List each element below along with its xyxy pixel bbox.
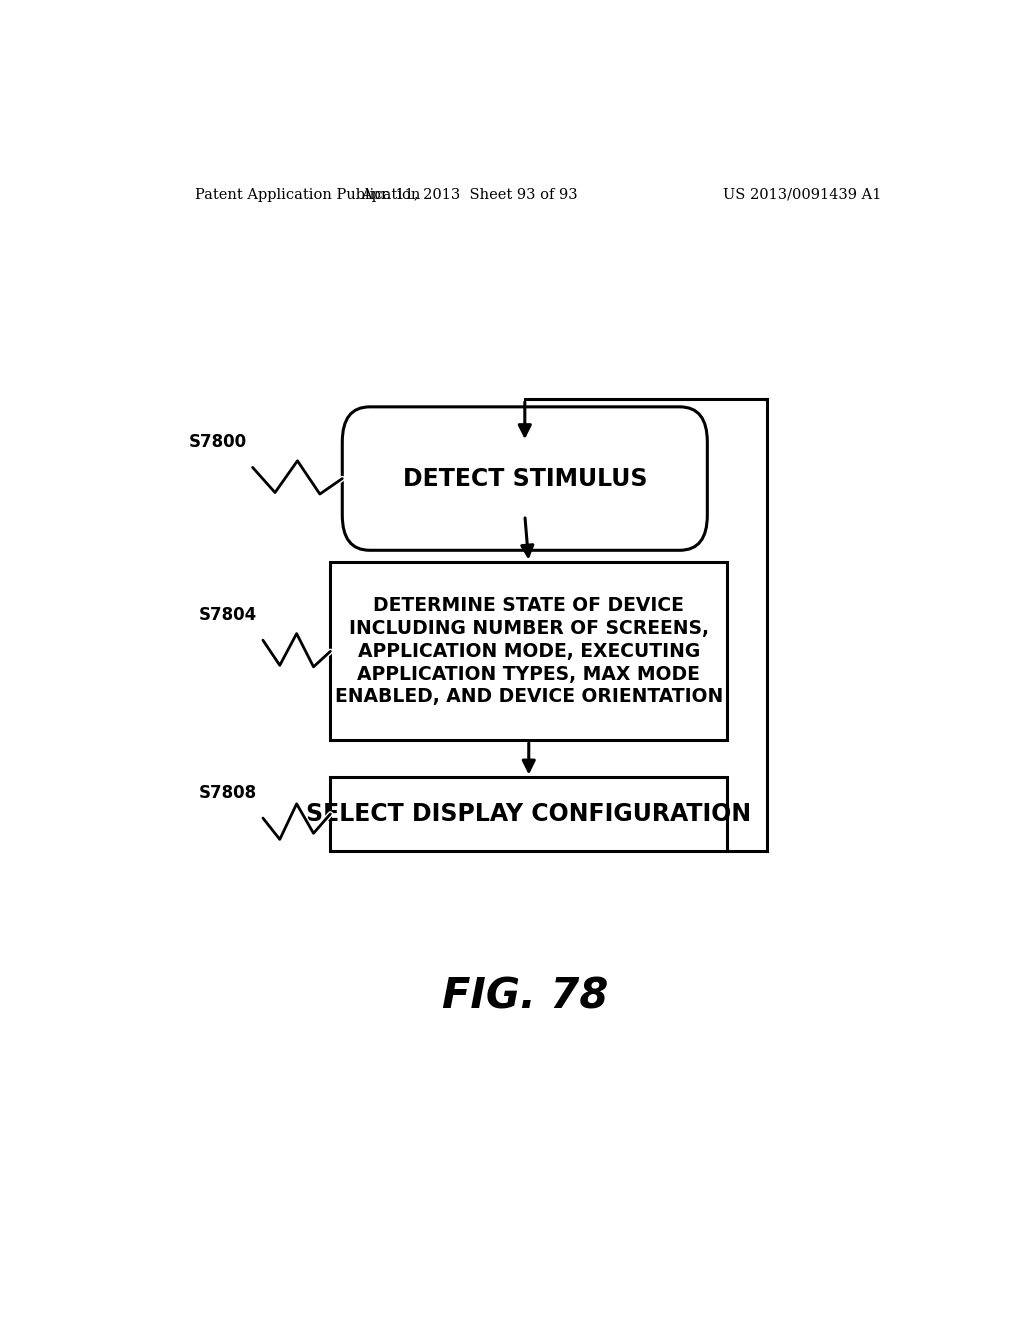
Text: S7804: S7804: [199, 606, 257, 624]
Text: DETERMINE STATE OF DEVICE
INCLUDING NUMBER OF SCREENS,
APPLICATION MODE, EXECUTI: DETERMINE STATE OF DEVICE INCLUDING NUMB…: [335, 597, 723, 706]
Text: SELECT DISPLAY CONFIGURATION: SELECT DISPLAY CONFIGURATION: [306, 803, 752, 826]
Bar: [331, 777, 727, 850]
Text: FIG. 78: FIG. 78: [441, 975, 608, 1018]
Text: S7808: S7808: [200, 784, 257, 801]
Text: S7800: S7800: [188, 433, 247, 451]
Bar: [331, 562, 727, 741]
Text: DETECT STIMULUS: DETECT STIMULUS: [402, 466, 647, 491]
Text: US 2013/0091439 A1: US 2013/0091439 A1: [723, 187, 882, 202]
Text: Patent Application Publication: Patent Application Publication: [196, 187, 421, 202]
FancyBboxPatch shape: [342, 407, 708, 550]
Text: Apr. 11, 2013  Sheet 93 of 93: Apr. 11, 2013 Sheet 93 of 93: [360, 187, 578, 202]
